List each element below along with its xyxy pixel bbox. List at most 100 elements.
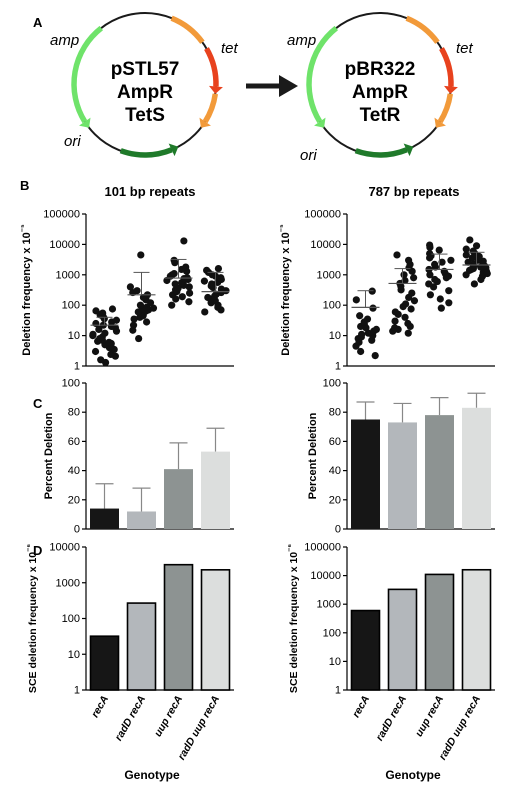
data-point bbox=[137, 251, 145, 259]
data-point bbox=[426, 271, 434, 279]
y-tick-label: 80 bbox=[68, 407, 80, 419]
data-point bbox=[358, 330, 366, 338]
amp-gene-arc-head bbox=[314, 117, 326, 128]
data-point bbox=[182, 263, 190, 271]
panel-label-b: B bbox=[20, 178, 29, 193]
y-tick-label: 60 bbox=[68, 436, 80, 448]
data-point bbox=[95, 325, 103, 333]
y-tick-label: 100 bbox=[323, 378, 341, 390]
data-point bbox=[357, 347, 365, 356]
amp-gene-arc bbox=[306, 25, 339, 124]
y-tick-label: 60 bbox=[329, 436, 341, 448]
amp-gene-arc-head bbox=[79, 117, 91, 128]
data-point bbox=[404, 319, 412, 328]
data-point bbox=[356, 312, 364, 320]
data-point bbox=[92, 307, 100, 315]
bar-uup-recA bbox=[164, 469, 193, 529]
data-point bbox=[352, 296, 360, 304]
data-point bbox=[426, 249, 434, 258]
tet-gene-arc-red-head bbox=[443, 85, 458, 94]
bar-recA bbox=[351, 419, 380, 529]
tet-gene-arc-lower bbox=[437, 93, 454, 124]
y-tick-label: 1000 bbox=[56, 269, 80, 281]
bar-recA bbox=[350, 609, 381, 691]
plasmid-right-name: pBR322 bbox=[345, 59, 416, 80]
data-point bbox=[440, 267, 448, 275]
data-point bbox=[470, 280, 478, 288]
y-axis-title: Deletion frequency x 10⁻⁵ bbox=[19, 224, 33, 356]
column-title-left: 101 bp repeats bbox=[104, 184, 195, 199]
plasmid-left: pSTL57 AmpR TetS amp tet ori bbox=[50, 12, 239, 158]
data-point bbox=[99, 309, 107, 317]
y-tick-label: 1 bbox=[74, 361, 80, 373]
chart-d-787bp: 1 10 100 1000 10000 100000 SCE deletion freque… bbox=[286, 542, 495, 762]
data-point bbox=[170, 269, 178, 278]
data-point bbox=[402, 300, 410, 308]
data-point bbox=[135, 334, 143, 343]
bar-radD-uup-recA bbox=[461, 568, 492, 691]
x-tick-label: recA bbox=[89, 694, 111, 720]
data-point bbox=[391, 308, 399, 316]
ori-arc-head bbox=[403, 143, 414, 157]
data-point bbox=[142, 318, 151, 326]
data-point bbox=[204, 293, 212, 302]
data-point bbox=[391, 324, 399, 332]
bar-recA bbox=[90, 508, 119, 529]
y-tick-label: 100000 bbox=[43, 209, 80, 221]
y-tick-label: 20 bbox=[68, 494, 80, 506]
tet-gene-arc-upper bbox=[405, 15, 440, 44]
y-axis-title-exponent: ⁻⁶ bbox=[25, 544, 34, 552]
data-point bbox=[391, 317, 399, 325]
data-point bbox=[401, 313, 409, 321]
data-point bbox=[130, 315, 138, 323]
x-tick-label: uup recA bbox=[152, 694, 185, 739]
data-point bbox=[426, 291, 434, 299]
chart-d-101bp: 1 10 100 1000 10000 SCE deletion frequency x … bbox=[25, 542, 234, 762]
data-point bbox=[408, 289, 416, 297]
x-tick-label: recA bbox=[350, 694, 372, 720]
bar-uup-recA bbox=[425, 415, 454, 529]
plasmid-left-name: pSTL57 bbox=[111, 59, 180, 80]
plasmid-right-marker1: AmpR bbox=[352, 82, 408, 103]
bar-radD-recA bbox=[388, 422, 417, 529]
data-point bbox=[363, 315, 372, 323]
data-point bbox=[410, 297, 419, 305]
x-tick-label: radD recA bbox=[374, 694, 409, 743]
y-tick-label: 10000 bbox=[49, 542, 80, 554]
data-point bbox=[89, 330, 97, 338]
y-tick-label: 10000 bbox=[49, 239, 80, 251]
tet-gene-arc-lower-head bbox=[199, 117, 211, 128]
tet-gene-arc-lower bbox=[202, 93, 219, 124]
data-point bbox=[437, 304, 445, 312]
data-point bbox=[185, 298, 193, 306]
data-point bbox=[466, 236, 474, 244]
data-point bbox=[208, 280, 216, 288]
gene-label-ori-left: ori bbox=[64, 133, 81, 150]
gene-label-tet-left: tet bbox=[221, 40, 239, 57]
y-tick-label: 1000 bbox=[317, 599, 341, 611]
data-point bbox=[97, 356, 105, 364]
data-point bbox=[425, 280, 433, 288]
data-point bbox=[438, 258, 446, 266]
amp-gene-arc bbox=[71, 25, 104, 124]
bar-radD-recA bbox=[387, 588, 418, 691]
y-tick-label: 10000 bbox=[310, 570, 341, 582]
ori-arc bbox=[354, 147, 408, 158]
data-point bbox=[149, 304, 158, 312]
data-point bbox=[469, 247, 477, 255]
data-point bbox=[112, 316, 121, 324]
gene-label-amp-left: amp bbox=[50, 32, 79, 49]
x-tick-label: uup recA bbox=[413, 694, 446, 739]
data-point bbox=[217, 285, 225, 293]
y-axis-title: Percent Deletion bbox=[43, 412, 55, 499]
data-point bbox=[435, 246, 443, 254]
x-axis-label-right: Genotype bbox=[385, 768, 441, 782]
panel-label-d: D bbox=[33, 543, 42, 558]
y-tick-label: 10 bbox=[68, 330, 80, 342]
x-axis-label-left: Genotype bbox=[124, 768, 180, 782]
y-tick-label: 100 bbox=[62, 378, 80, 390]
y-tick-label: 100 bbox=[62, 300, 80, 312]
data-point bbox=[178, 293, 186, 301]
data-point bbox=[462, 251, 470, 259]
